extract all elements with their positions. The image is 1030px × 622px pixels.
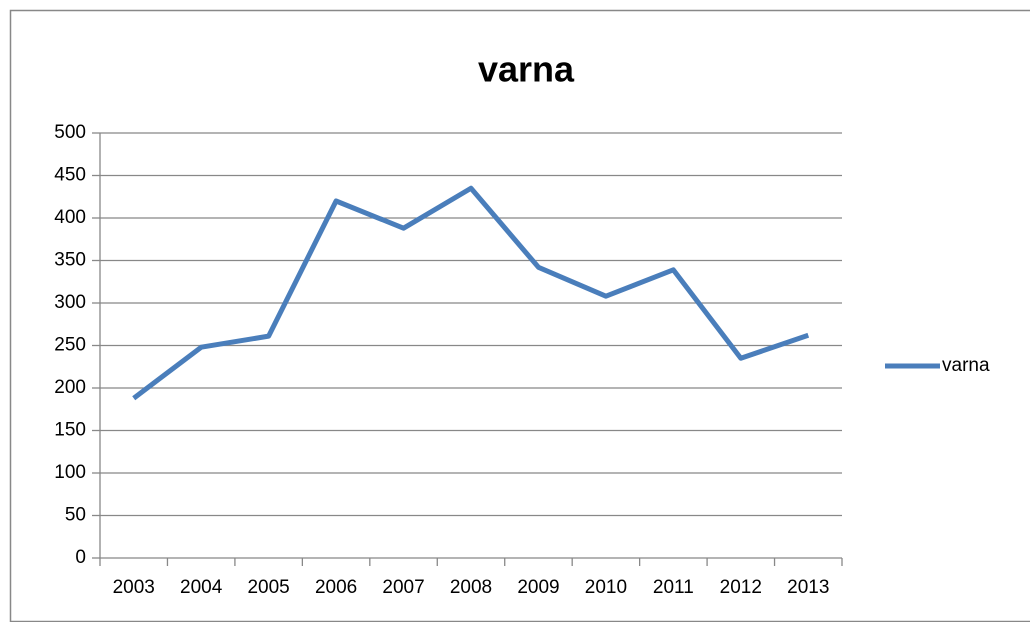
x-tick-label: 2006 (315, 577, 357, 598)
x-tick-label: 2013 (787, 577, 829, 598)
y-tick-label: 200 (54, 377, 86, 398)
y-tick-label: 100 (54, 462, 86, 483)
x-tick-label: 2008 (450, 577, 492, 598)
chart-title: varna (478, 49, 575, 90)
y-tick-label: 250 (54, 335, 86, 356)
x-tick-label: 2003 (113, 577, 155, 598)
x-tick-label: 2011 (653, 577, 694, 598)
y-tick-label: 450 (54, 165, 86, 186)
x-tick-label: 2004 (180, 577, 223, 598)
x-tick-label: 2012 (720, 577, 762, 598)
chart-border (9, 9, 1030, 622)
y-tick-label: 400 (54, 207, 86, 228)
x-tick-label: 2009 (517, 577, 559, 598)
x-tick-label: 2010 (585, 577, 627, 598)
data-line (132, 185, 810, 401)
y-tick-label: 500 (54, 122, 86, 143)
y-tick-label: 300 (54, 292, 86, 313)
y-tick-label: 150 (54, 420, 86, 441)
x-tick-label: 2007 (382, 577, 424, 598)
y-tick-label: 350 (54, 250, 86, 271)
legend-label: varna (942, 355, 990, 376)
y-tick-label: 50 (65, 505, 86, 526)
x-tick-label: 2005 (247, 577, 289, 598)
y-tick-label: 0 (75, 547, 86, 568)
